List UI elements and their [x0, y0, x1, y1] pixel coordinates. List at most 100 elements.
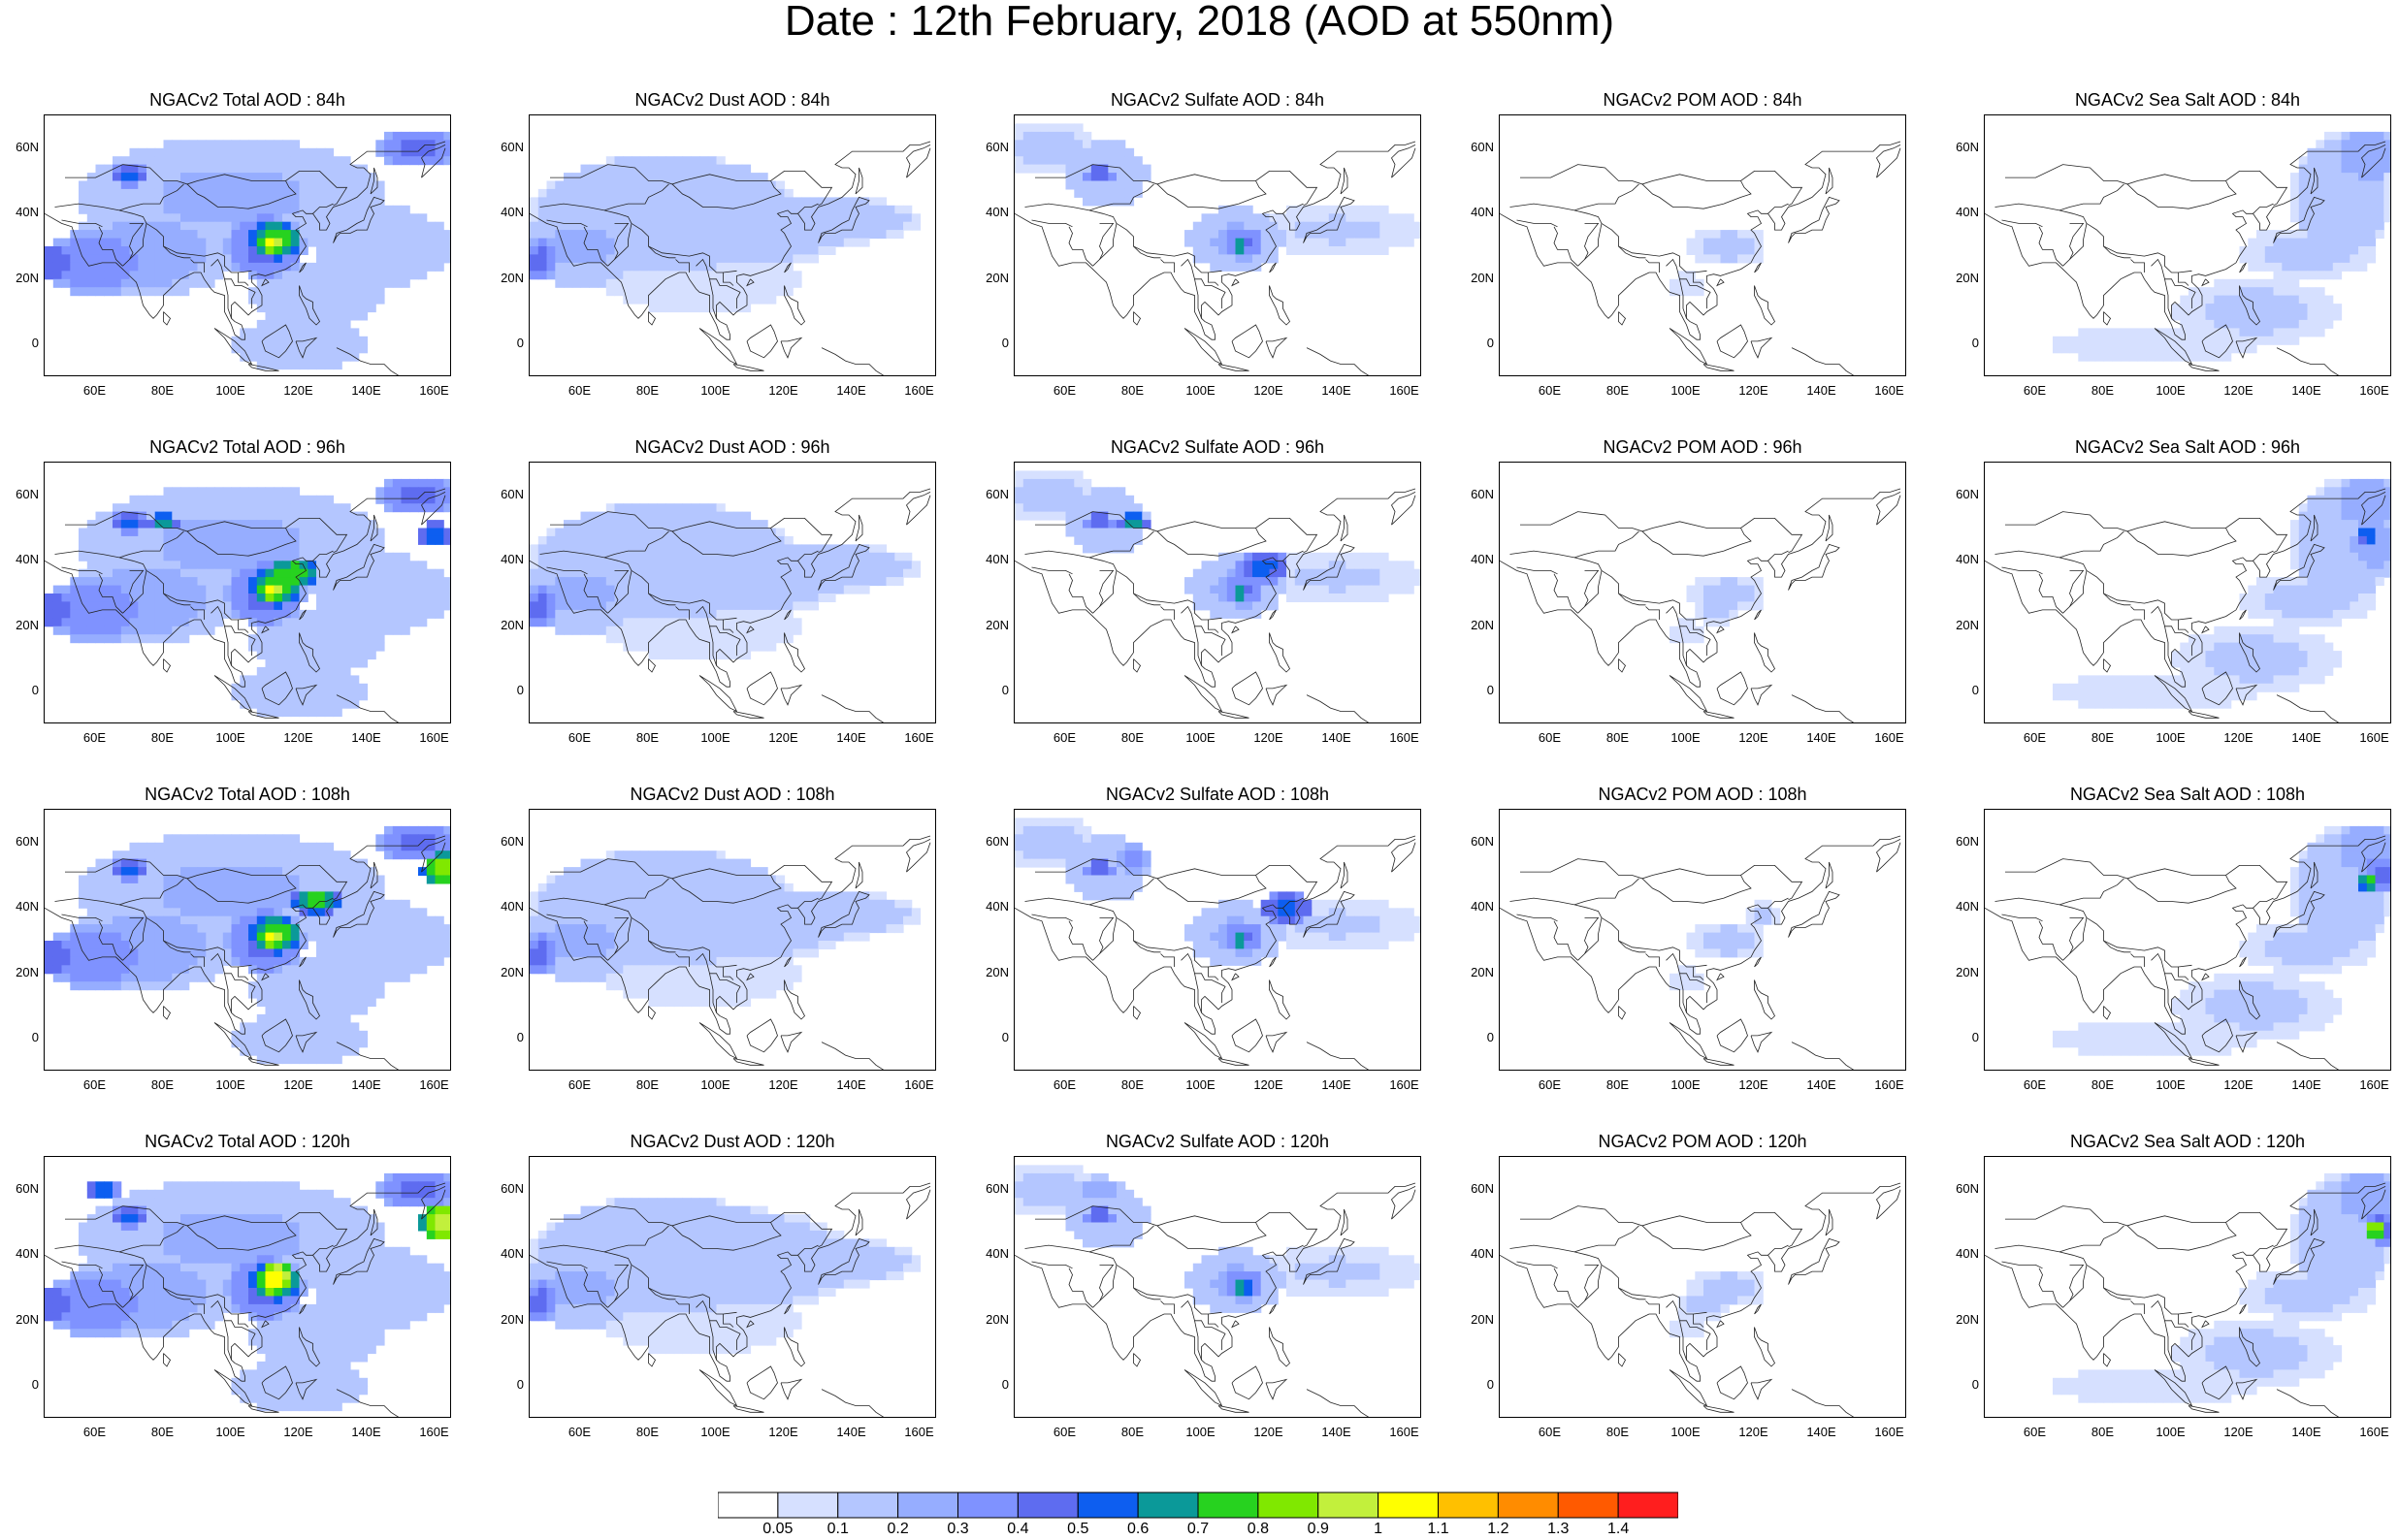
y-tick-label: 40N — [986, 205, 1009, 220]
aod-cell — [95, 246, 105, 255]
aod-cell — [146, 577, 156, 587]
map-frame — [44, 462, 451, 723]
aod-cell — [725, 594, 734, 602]
aod-cell — [843, 544, 854, 554]
aod-cell — [375, 230, 385, 240]
aod-cell — [2282, 271, 2291, 280]
aod-cell — [265, 834, 275, 844]
aod-cell — [809, 577, 820, 587]
aod-cell — [2205, 658, 2215, 668]
aod-cell — [707, 278, 718, 288]
aod-cell — [79, 262, 88, 272]
aod-cell — [1345, 238, 1355, 247]
aod-cell — [2282, 594, 2291, 602]
aod-cell — [290, 164, 301, 174]
aod-cell — [2366, 478, 2377, 488]
aod-cell — [79, 634, 88, 644]
aod-cell — [384, 850, 394, 860]
aod-cell — [120, 287, 131, 297]
aod-cell — [1405, 230, 1414, 240]
aod-cell — [180, 278, 190, 288]
coastline — [1015, 141, 1416, 340]
aod-cell — [793, 197, 802, 207]
aod-cell — [206, 205, 215, 214]
aod-cell — [2264, 675, 2275, 685]
aod-cell — [265, 344, 275, 354]
aod-cell — [154, 271, 165, 280]
aod-cell — [564, 271, 573, 280]
aod-cell — [316, 568, 326, 578]
aod-cell — [691, 511, 700, 521]
aod-cell — [2248, 254, 2257, 264]
aod-cell — [240, 262, 249, 272]
aod-cell — [580, 528, 590, 537]
aod-cell — [2290, 666, 2300, 676]
aod-cell — [1286, 585, 1296, 594]
aod-cell — [129, 173, 139, 182]
aod-cell — [1337, 594, 1346, 602]
aod-cell — [2264, 666, 2275, 676]
aod-cell — [801, 577, 811, 587]
aod-cell — [274, 561, 283, 570]
aod-cell — [2383, 164, 2390, 174]
aod-cell — [206, 246, 215, 255]
aod-cell — [1337, 568, 1346, 578]
aod-cell — [367, 246, 376, 255]
aod-cell — [324, 520, 335, 529]
aod-cell — [1729, 254, 1738, 264]
aod-cell — [537, 609, 548, 619]
aod-cell — [2332, 568, 2343, 578]
aod-cell — [401, 487, 410, 497]
map-panel: NGACv2 Dust AOD : 84h 60N 40N 20N 0 60E 80E 100… — [485, 89, 936, 409]
aod-cell — [256, 503, 267, 513]
aod-cell — [691, 651, 700, 660]
aod-cell — [1015, 123, 1024, 133]
aod-cell — [316, 842, 326, 851]
aod-cell — [741, 262, 752, 272]
x-tick-label: 60E — [1053, 730, 1077, 745]
aod-cell — [2239, 594, 2249, 602]
aod-cell — [1226, 601, 1237, 611]
aod-cell — [358, 594, 369, 602]
aod-cell — [129, 626, 139, 635]
aod-cell — [852, 577, 861, 587]
aod-cell — [1022, 156, 1033, 166]
aod-cell — [214, 156, 224, 166]
aod-cell — [324, 221, 335, 231]
coastline — [129, 223, 147, 260]
aod-cell — [1099, 180, 1109, 190]
aod-cell — [129, 495, 139, 504]
aod-cell — [333, 858, 342, 868]
aod-cell — [2171, 336, 2181, 345]
aod-cell — [1226, 262, 1237, 272]
aod-cell — [367, 254, 376, 264]
aod-cell — [86, 528, 97, 537]
aod-cell — [282, 511, 292, 521]
aod-cell — [1388, 561, 1398, 570]
aod-cell — [716, 609, 726, 619]
aod-cell — [2171, 328, 2181, 337]
aod-cell — [691, 278, 700, 288]
aod-cell — [1686, 271, 1696, 280]
x-tick-label: 140E — [1806, 383, 1836, 398]
aod-cell — [2341, 173, 2350, 182]
aod-cell — [2341, 230, 2350, 240]
aod-cell — [1294, 205, 1305, 214]
aod-cell — [256, 867, 267, 877]
aod-cell — [2366, 173, 2377, 182]
aod-cell — [214, 867, 224, 877]
aod-cell — [614, 503, 624, 513]
aod-cell — [214, 834, 224, 844]
aod-cell — [1703, 609, 1713, 619]
aod-cell — [324, 867, 335, 877]
aod-cell — [2282, 651, 2291, 660]
aod-cell — [589, 520, 599, 529]
aod-cell — [2298, 511, 2309, 521]
aod-cell — [86, 246, 97, 255]
aod-cell — [537, 552, 548, 561]
aod-cell — [248, 552, 258, 561]
aod-cell — [308, 618, 317, 627]
aod-cell — [1040, 487, 1050, 497]
aod-cell — [589, 254, 599, 264]
aod-cell — [375, 213, 385, 223]
